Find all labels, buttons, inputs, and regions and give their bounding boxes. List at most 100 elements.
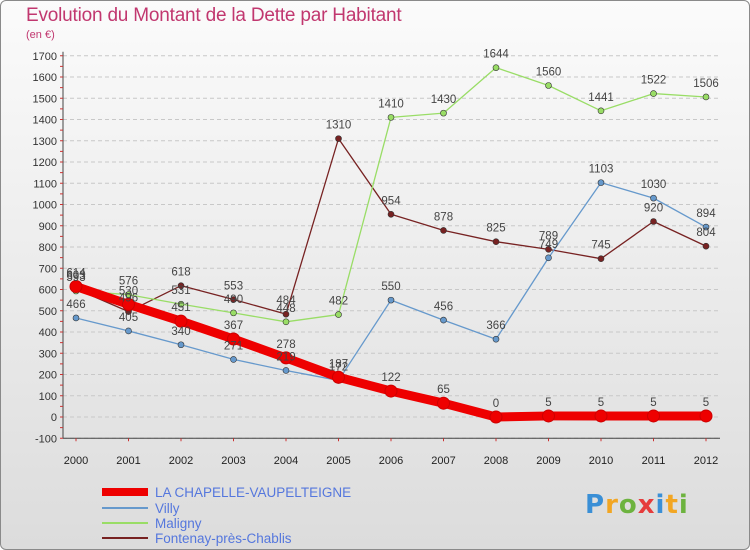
x-tick-label: 2010 [589,455,613,467]
y-tick-label: 700 [39,263,57,275]
data-label: 340 [171,326,190,338]
x-tick-label: 2009 [536,455,560,467]
x-tick-label: 2008 [484,455,508,467]
data-point [282,367,290,374]
y-tick-label: 300 [39,348,57,360]
data-point [545,246,552,253]
data-point [437,396,450,410]
x-tick-label: 2011 [642,455,666,467]
data-point [542,409,555,423]
data-point [230,309,237,317]
y-tick-label: 1600 [33,72,57,84]
data-point [387,210,395,218]
data-label: 954 [381,195,401,207]
logo-letter: P [585,490,606,520]
data-label: 531 [171,285,190,297]
data-point [650,218,657,225]
y-tick-label: 100 [39,391,57,403]
data-label: 1103 [589,164,614,176]
x-tick-label: 2003 [221,455,245,467]
data-label: 745 [591,240,610,252]
data-label: 448 [276,303,295,315]
data-label: 1441 [588,92,614,104]
data-point [597,107,605,115]
data-point [597,179,605,186]
logo-letter: x [637,490,656,520]
data-point [647,409,660,423]
data-label: 1410 [378,98,404,110]
data-label: 804 [696,227,716,239]
data-point [282,310,290,318]
data-label: 367 [224,320,243,332]
data-label: 1430 [431,94,457,106]
x-tick-label: 2007 [431,455,455,467]
data-point [122,297,135,311]
data-point [440,227,447,234]
legend-label: LA CHAPELLE-VAUPELTEIGNE [155,485,351,500]
data-point [440,316,447,324]
data-label: 278 [276,339,295,351]
data-point [594,409,608,423]
logo-letter: i [655,490,666,520]
data-label: 172 [329,361,348,373]
legend-label: Maligny [155,516,202,531]
y-tick-label: 600 [39,285,57,297]
data-point [335,135,342,142]
data-label: 187 [329,358,348,370]
data-point [174,314,188,328]
data-point [332,370,345,384]
x-tick-label: 2000 [64,455,88,467]
y-tick-label: 1400 [33,115,57,127]
data-point [177,282,185,289]
data-point [177,300,185,308]
data-point [702,223,710,231]
data-label: 0 [493,398,499,410]
data-point [650,194,657,202]
data-label: 894 [696,208,716,220]
data-label: 825 [486,223,505,235]
data-label: 482 [329,296,348,308]
y-tick-label: 500 [39,306,57,318]
data-label: 490 [224,294,243,306]
data-point [227,332,240,346]
data-label: 451 [171,302,190,314]
data-label: 878 [434,211,453,223]
data-point [492,64,500,71]
data-label: 466 [66,299,85,311]
logo-letter: t [665,490,679,520]
x-tick-label: 2005 [326,455,350,467]
data-point [384,384,398,398]
data-point [440,109,447,117]
y-tick-label: 800 [39,242,57,254]
data-point [335,311,342,318]
data-label: 484 [276,295,296,307]
y-tick-label: 400 [39,327,57,339]
y-tick-label: 1700 [33,51,57,63]
data-point [279,351,293,365]
data-point [125,291,132,298]
data-label: 5 [650,397,656,409]
data-point [545,82,552,89]
data-point [492,335,500,343]
logo-letter: i [678,490,689,520]
data-point [230,356,237,363]
x-tick-label: 2006 [379,455,403,467]
data-label: 271 [224,340,243,352]
data-point [230,296,237,303]
y-tick-label: 1000 [33,200,57,212]
data-label: 5 [598,397,604,409]
data-label: 456 [434,301,453,313]
data-label: 789 [539,230,558,242]
data-label: 593 [66,272,85,284]
data-label: 749 [539,239,558,251]
chart-title: Evolution du Montant de la Dette par Hab… [26,5,402,26]
logo-letter: o [618,490,638,520]
data-point [702,93,710,101]
data-label: 618 [171,267,190,279]
y-tick-label: 0 [51,412,57,424]
data-label: 1644 [483,49,509,61]
x-tick-label: 2002 [169,455,193,467]
data-point [650,90,657,97]
data-point [125,327,132,335]
